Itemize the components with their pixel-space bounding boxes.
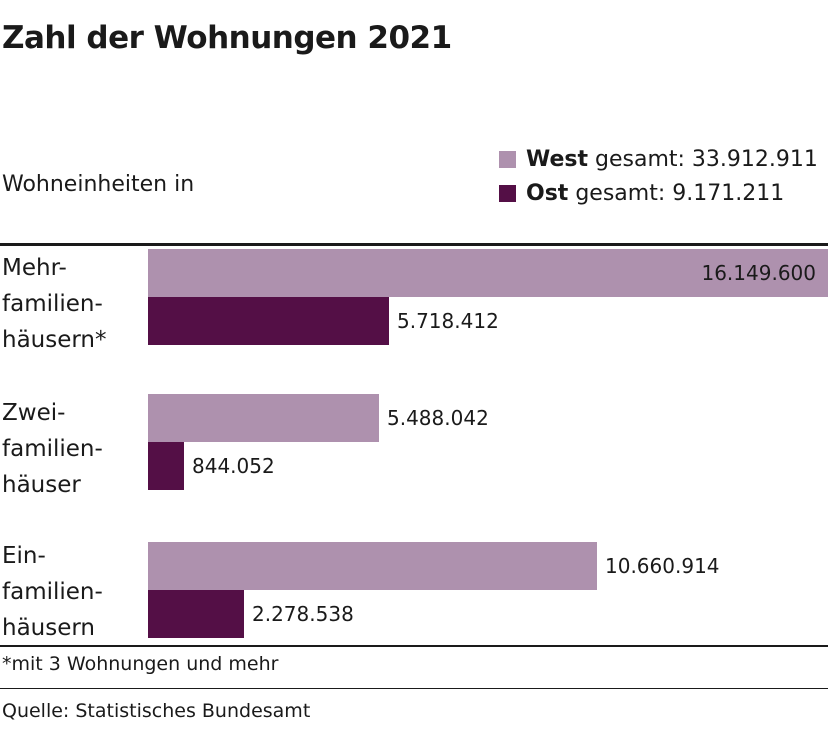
bottom-rule	[0, 645, 828, 647]
chart-title: Zahl der Wohnungen 2021	[2, 20, 452, 56]
category-label-line: familien-	[2, 579, 103, 605]
bar-west-einfamilienhaeuser	[148, 542, 597, 590]
footnote-rule	[0, 688, 828, 689]
category-label-einfamilienhaeuser: Ein-familien-häusern	[2, 538, 142, 646]
data-label-west-einfamilienhaeuser: 10.660.914	[605, 554, 720, 578]
bar-ost-zweifamilienhaeuser	[148, 442, 184, 490]
legend-name-ost: Ost	[526, 180, 569, 206]
data-label-ost-mehrfamilienhaeuser: 5.718.412	[397, 309, 499, 333]
category-label-line: Ein-	[2, 543, 46, 569]
bar-ost-einfamilienhaeuser	[148, 590, 244, 638]
footnote: *mit 3 Wohnungen und mehr	[2, 653, 279, 675]
data-label-west-mehrfamilienhaeuser: 16.149.600	[701, 261, 816, 285]
data-label-ost-einfamilienhaeuser: 2.278.538	[252, 602, 354, 626]
data-label-ost-zweifamilienhaeuser: 844.052	[192, 454, 275, 478]
category-label-line: familien-	[2, 291, 103, 317]
category-label-line: häusern	[2, 615, 96, 641]
legend-name-west: West	[526, 146, 589, 172]
category-label-mehrfamilienhaeuser: Mehr-familien-häusern*	[2, 250, 142, 358]
category-label-line: häusern*	[2, 327, 107, 353]
category-label-line: Zwei-	[2, 400, 66, 426]
bar-ost-mehrfamilienhaeuser	[148, 297, 389, 345]
bar-west-mehrfamilienhaeuser	[148, 249, 828, 297]
legend: West gesamt: 33.912.911 Ost gesamt: 9.17…	[499, 142, 818, 210]
legend-item-ost: Ost gesamt: 9.171.211	[499, 176, 818, 210]
legend-item-west: West gesamt: 33.912.911	[499, 142, 818, 176]
legend-swatch-west	[499, 150, 516, 168]
source: Quelle: Statistisches Bundesamt	[2, 700, 311, 722]
category-label-zweifamilienhaeuser: Zwei-familien-häuser	[2, 395, 142, 503]
data-label-west-zweifamilienhaeuser: 5.488.042	[387, 406, 489, 430]
bar-west-zweifamilienhaeuser	[148, 394, 379, 442]
top-rule	[0, 243, 828, 246]
legend-swatch-ost	[499, 184, 516, 202]
category-label-line: familien-	[2, 436, 103, 462]
category-label-line: Mehr-	[2, 255, 67, 281]
legend-total-ost: gesamt: 9.171.211	[575, 180, 785, 206]
legend-total-west: gesamt: 33.912.911	[595, 146, 818, 172]
unit-label: Wohneinheiten in	[2, 172, 195, 197]
category-label-line: häuser	[2, 472, 81, 498]
